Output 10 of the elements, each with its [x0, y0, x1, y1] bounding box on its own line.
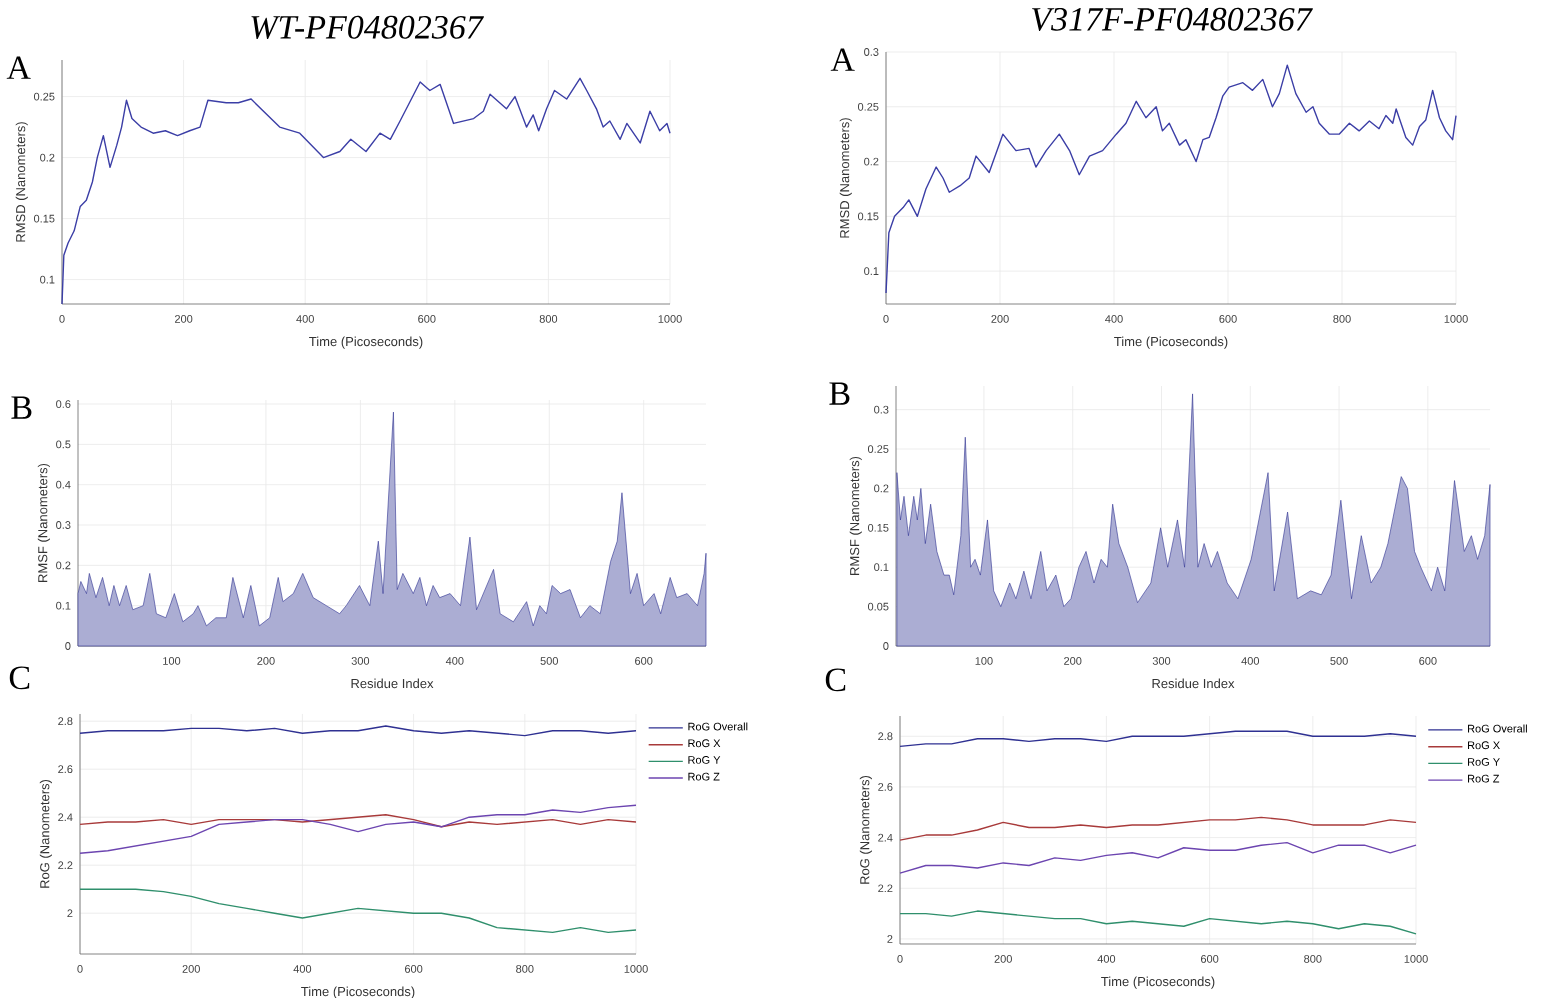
text: B: [829, 382, 850, 405]
text: A: [6, 56, 31, 79]
chart-title: V317F-PF04802367: [1032, 7, 1313, 31]
chart-title: WT-PF04802367: [251, 15, 484, 39]
text: A: [830, 48, 855, 71]
text: C: [825, 668, 846, 692]
text: B: [11, 396, 32, 419]
line-series: [885, 64, 1457, 294]
line-series: [899, 841, 1417, 874]
text: C: [9, 666, 30, 690]
